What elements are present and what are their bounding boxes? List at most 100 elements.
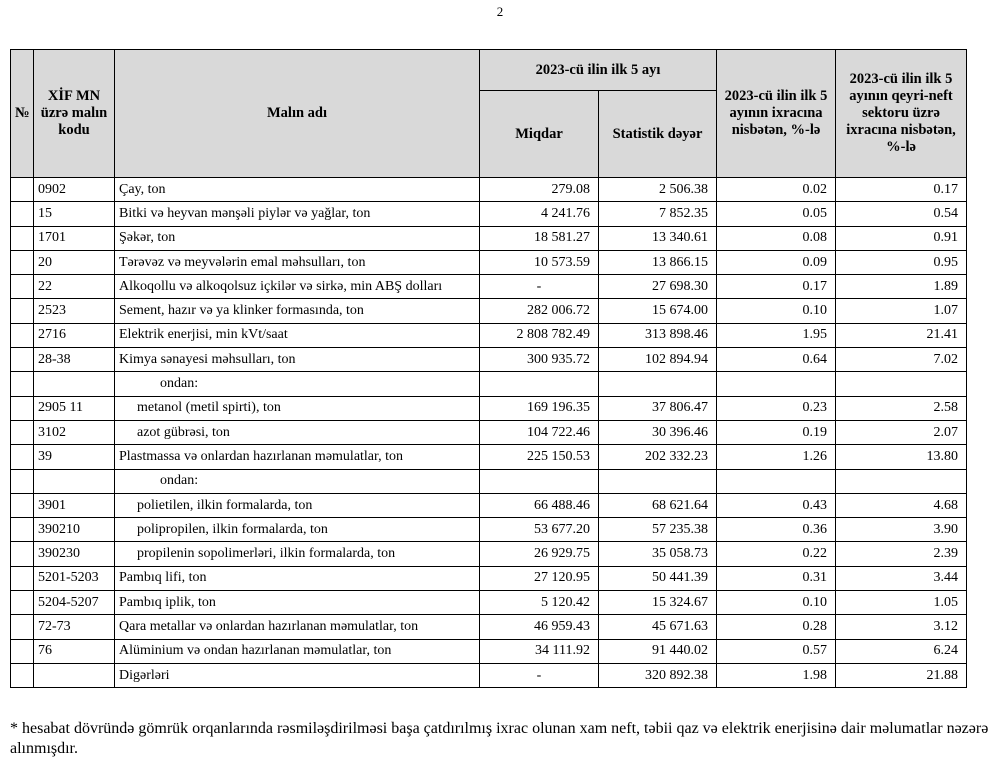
share-nonoil-cell — [835, 468, 968, 494]
table-row: 20 Tərəvəz və meyvələrin emal məhsulları,… — [10, 249, 968, 276]
quantity-cell: 26 929.75 — [479, 541, 599, 567]
commodity-name-cell: Çay, ton — [114, 176, 480, 203]
row-number-cell — [10, 492, 34, 519]
commodity-name-cell: Bitki və heyvan mənşəli piylər və yağlar… — [114, 201, 480, 227]
share-nonoil-cell: 0.54 — [835, 201, 968, 227]
row-number-cell — [10, 638, 34, 664]
commodity-code-cell: 1701 — [33, 225, 115, 251]
commodity-name-cell: Şəkər, ton — [114, 225, 480, 251]
row-number-cell — [10, 541, 34, 567]
table-row: 28-38 Kimya sənayesi məhsulları, ton 300 9… — [10, 347, 968, 373]
commodity-name-cell: azot gübrəsi, ton — [114, 419, 480, 446]
commodity-code-cell: 28-38 — [33, 347, 115, 373]
quantity-cell: - — [479, 274, 599, 300]
table-row: 5204-5207 Pambıq iplik, ton 5 120.42 15 324… — [10, 590, 968, 616]
table-row: Digərləri -320 892.38 1.98 21.88 — [10, 662, 968, 689]
table-row: 15 Bitki və heyvan mənşəli piylər və yağl… — [10, 201, 968, 227]
commodity-code-cell: 15 — [33, 201, 115, 227]
statistical-value-cell: 2 506.38 — [597, 176, 718, 203]
row-number-cell — [10, 590, 34, 616]
share-nonoil-cell: 0.17 — [835, 176, 968, 203]
statistical-value-cell: 15 324.67 — [597, 590, 718, 616]
header-period: 2023-cü ilin ilk 5 ayı — [478, 49, 718, 91]
commodity-code-cell: 22 — [33, 274, 115, 300]
share-total-cell: 1.26 — [716, 444, 837, 470]
statistical-value-cell: 13 340.61 — [597, 225, 718, 251]
table-row: ondan: — [10, 371, 968, 397]
commodity-code-cell: 72-73 — [33, 614, 115, 640]
quantity-cell: 4 241.76 — [479, 201, 599, 227]
commodity-name-cell: Digərləri — [114, 662, 480, 689]
share-total-cell — [716, 468, 837, 494]
row-number-cell — [10, 249, 34, 276]
statistical-value-cell: 57 235.38 — [597, 517, 718, 543]
share-total-cell: 0.19 — [716, 419, 837, 446]
commodity-name-cell: ondan: — [114, 468, 480, 494]
commodity-code-cell — [33, 371, 115, 397]
quantity-cell: 46 959.43 — [479, 614, 599, 640]
table-row: 5201-5203 Pambıq lifi, ton 27 120.95 50 441… — [10, 565, 968, 592]
table-row: 0902 Çay, ton 279.08 2 506.38 0.02 0.17 — [10, 176, 968, 203]
share-total-cell: 0.02 — [716, 176, 837, 203]
quantity-cell: 279.08 — [479, 176, 599, 203]
share-total-cell: 0.09 — [716, 249, 837, 276]
row-number-cell — [10, 298, 34, 324]
commodity-name-cell: Pambıq iplik, ton — [114, 590, 480, 616]
commodity-code-cell: 390210 — [33, 517, 115, 543]
share-total-cell: 1.95 — [716, 322, 837, 349]
table-row: 2905 11 metanol (metil spirti), ton 169 19… — [10, 395, 968, 421]
quantity-cell: 66 488.46 — [479, 492, 599, 519]
commodity-name-cell: Sement, hazır və ya klinker formasında, … — [114, 298, 480, 324]
quantity-cell: 18 581.27 — [479, 225, 599, 251]
header-quantity: Miqdar — [479, 90, 599, 178]
share-nonoil-cell: 3.44 — [835, 565, 968, 592]
commodity-code-cell: 390230 — [33, 541, 115, 567]
share-nonoil-cell: 2.58 — [835, 395, 968, 421]
row-number-cell — [10, 322, 34, 349]
share-total-cell: 0.28 — [716, 614, 837, 640]
quantity-cell: 2 808 782.49 — [479, 322, 599, 349]
row-number-cell — [10, 274, 34, 300]
share-nonoil-cell: 2.07 — [835, 419, 968, 446]
row-number-cell — [10, 565, 34, 592]
share-nonoil-cell — [835, 371, 968, 397]
row-number-cell — [10, 371, 34, 397]
commodity-name-cell: Tərəvəz və meyvələrin emal məhsulları, t… — [114, 249, 480, 276]
statistical-value-cell: 313 898.46 — [597, 322, 718, 349]
quantity-cell: 53 677.20 — [479, 517, 599, 543]
commodity-code-cell: 20 — [33, 249, 115, 276]
statistical-value-cell: 320 892.38 — [597, 662, 718, 689]
statistical-value-cell — [597, 371, 718, 397]
table-row: 390210 polipropilen, ilkin formalarda, to… — [10, 517, 968, 543]
share-total-cell: 0.43 — [716, 492, 837, 519]
header-value: Statistik dəyər — [597, 90, 718, 178]
table-row: 390230 propilenin sopolimerləri, ilkin fo… — [10, 541, 968, 567]
statistical-value-cell: 45 671.63 — [597, 614, 718, 640]
quantity-cell: - — [479, 662, 599, 689]
commodity-name-cell: ondan: — [114, 371, 480, 397]
commodity-code-cell: 2716 — [33, 322, 115, 349]
share-total-cell — [716, 371, 837, 397]
commodity-name-cell: Kimya sənayesi məhsulları, ton — [114, 347, 480, 373]
quantity-cell: 34 111.92 — [479, 638, 599, 664]
share-nonoil-cell: 1.89 — [835, 274, 968, 300]
share-total-cell: 0.22 — [716, 541, 837, 567]
statistical-value-cell: 13 866.15 — [597, 249, 718, 276]
row-number-cell — [10, 419, 34, 446]
statistical-value-cell: 35 058.73 — [597, 541, 718, 567]
share-total-cell: 0.57 — [716, 638, 837, 664]
statistical-value-cell: 202 332.23 — [597, 444, 718, 470]
share-total-cell: 0.64 — [716, 347, 837, 373]
share-nonoil-cell: 21.41 — [835, 322, 968, 349]
share-nonoil-cell: 21.88 — [835, 662, 968, 689]
share-total-cell: 0.10 — [716, 298, 837, 324]
commodity-code-cell: 76 — [33, 638, 115, 664]
share-nonoil-cell: 0.95 — [835, 249, 968, 276]
statistical-value-cell — [597, 468, 718, 494]
commodity-code-cell: 5204-5207 — [33, 590, 115, 616]
statistical-value-cell: 50 441.39 — [597, 565, 718, 592]
statistical-value-cell: 30 396.46 — [597, 419, 718, 446]
row-number-cell — [10, 468, 34, 494]
share-nonoil-cell: 1.05 — [835, 590, 968, 616]
commodity-name-cell: metanol (metil spirti), ton — [114, 395, 480, 421]
